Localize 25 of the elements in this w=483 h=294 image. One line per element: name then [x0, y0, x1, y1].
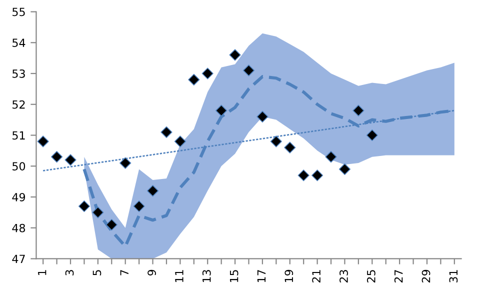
y-tick-label: 50 — [12, 162, 26, 170]
y-tick-label: 47 — [12, 254, 25, 263]
x-tick-label: 15 — [230, 270, 238, 282]
x-tick-label: 5 — [92, 270, 102, 276]
x-tick-label: 11 — [175, 270, 184, 282]
x-tick-label: 9 — [148, 270, 156, 276]
y-tick-label: 51 — [12, 131, 25, 140]
x-tick-label: 19 — [284, 270, 294, 282]
x-tick-label: 13 — [202, 270, 211, 282]
x-tick-label: 1 — [38, 270, 46, 275]
y-tick-label: 55 — [12, 8, 25, 16]
y-tick-label: 54 — [12, 38, 26, 48]
y-tick-label: 52 — [12, 100, 25, 109]
x-tick-label: 17 — [257, 270, 266, 282]
x-tick-label: 7 — [120, 270, 128, 276]
y-tick-label: 53 — [12, 69, 25, 78]
x-tick-label: 27 — [394, 270, 403, 282]
x-tick-label: 29 — [422, 270, 430, 282]
y-tick-label: 48 — [12, 224, 26, 232]
x-tick-label: 3 — [65, 270, 74, 276]
x-tick-label: 23 — [340, 270, 348, 282]
x-tick-label: 21 — [312, 270, 320, 282]
x-tick-label: 31 — [449, 270, 458, 282]
y-tick-label: 49 — [12, 192, 26, 202]
x-tick-label: 25 — [366, 270, 376, 282]
